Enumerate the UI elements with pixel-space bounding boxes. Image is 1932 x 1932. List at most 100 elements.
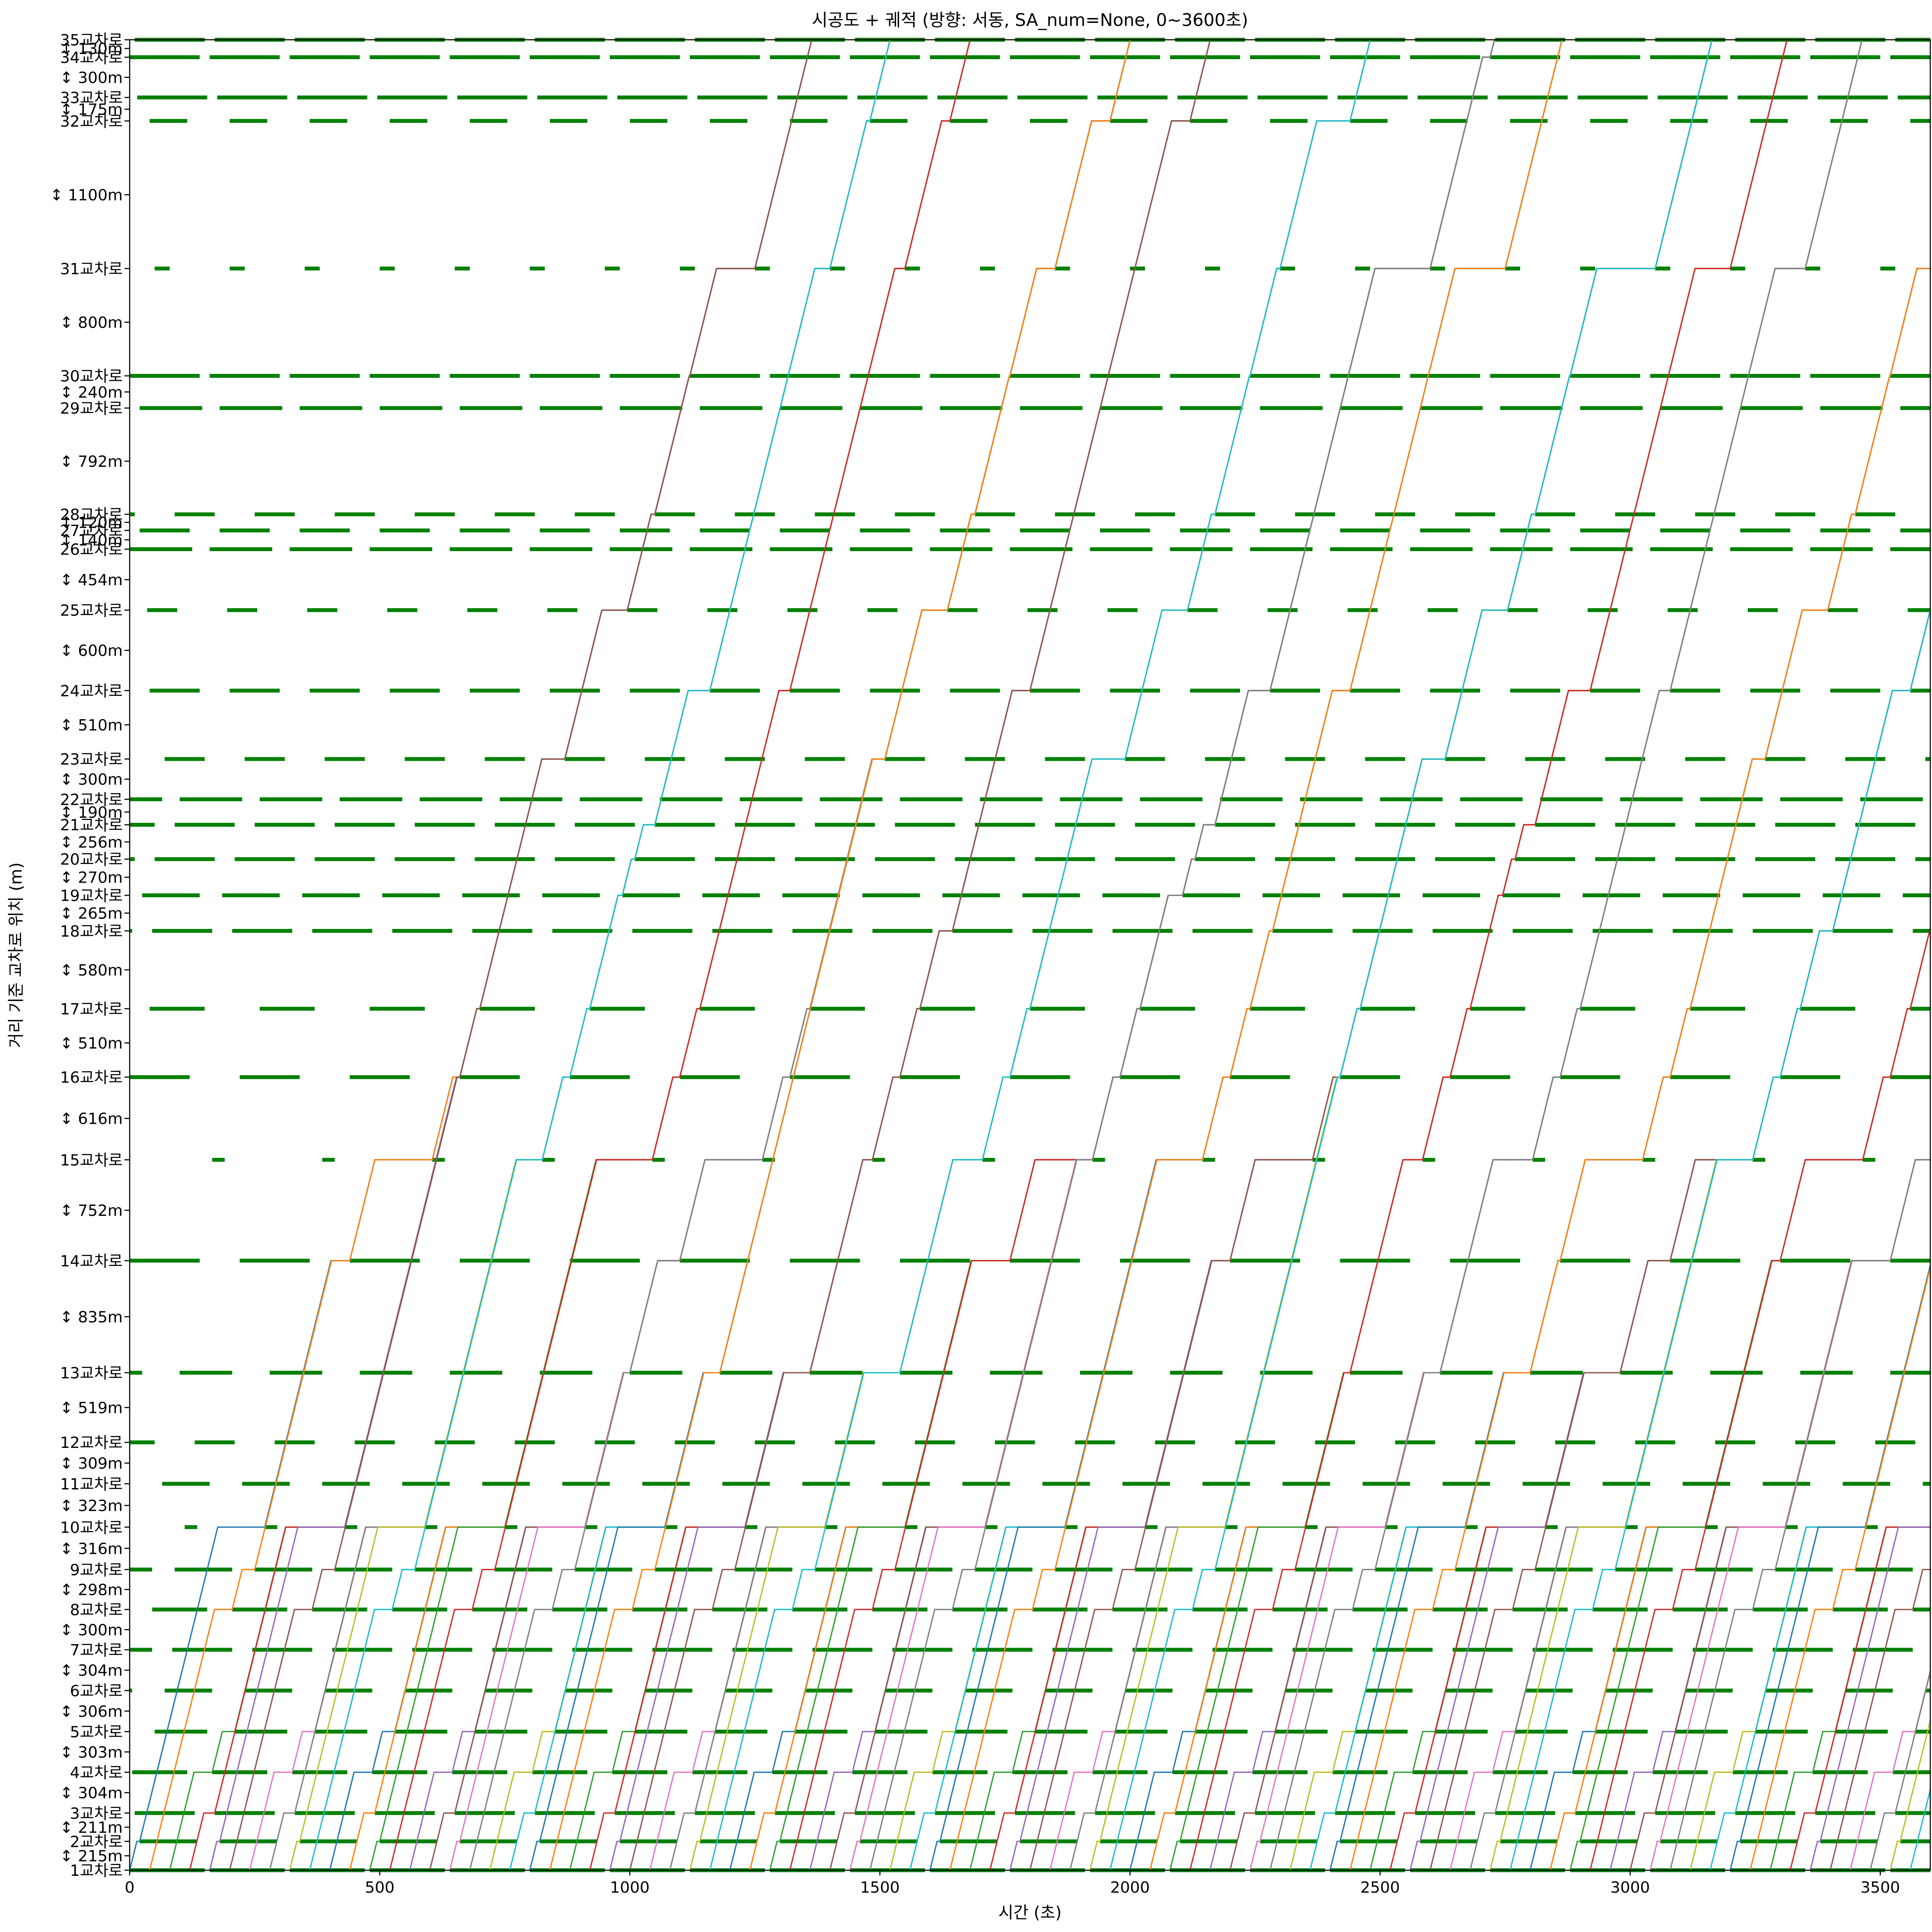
vehicle-trajectory [1769,1526,1930,1870]
vehicle-trajectory [1189,40,1788,1870]
x-tick-label: 2000 [1110,1879,1150,1897]
y-tick-label-distance: ↕ 140m [60,532,123,549]
y-tick-label-distance: ↕ 580m [60,962,123,979]
vehicle-trajectory [729,40,1495,1870]
y-tick-label-distance: ↕ 1100m [50,187,123,204]
plot-frame [129,39,1931,1871]
vehicle-trajectory [349,40,971,1870]
y-tick-label-intersection: 10교차로 [60,1519,123,1537]
y-tick-label-distance: ↕ 300m [60,771,123,789]
vehicle-trajectory [589,40,1211,1870]
y-tick-label-distance: ↕ 303m [60,1744,123,1761]
y-tick-label-distance: ↕ 510m [60,1035,123,1052]
y-tick-label-intersection: 15교차로 [60,1151,123,1169]
y-tick-label-intersection: 8교차로 [70,1601,123,1619]
y-tick-label-intersection: 16교차로 [60,1069,123,1087]
vehicle-trajectory [1649,1159,1930,1870]
y-tick-label-distance: ↕ 298m [60,1581,123,1599]
y-tick-label-distance: ↕ 616m [60,1110,123,1128]
y-tick-label-distance: ↕ 306m [60,1703,123,1721]
y-tick-label-intersection: 23교차로 [60,751,123,768]
y-tick-label-distance: ↕ 190m [60,804,123,822]
x-axis-label: 시간 (초) [998,1903,1062,1922]
vehicle-trajectory [1029,40,1713,1870]
vehicle-trajectory [1489,607,1930,1870]
y-tick-label-intersection: 18교차로 [60,923,123,940]
y-tick-label-intersection: 31교차로 [60,260,123,278]
y-tick-label-distance: ↕ 211m [60,1819,123,1837]
y-tick-label-distance: ↕ 835m [60,1308,123,1326]
vehicle-trajectory [369,40,971,1870]
vehicle-trajectory [889,40,1563,1870]
vehicle-trajectory [1109,40,1713,1870]
vehicle-trajectory [1349,268,1930,1870]
vehicle-trajectory [1809,1526,1930,1870]
y-tick-label-distance: ↕ 454m [60,571,123,589]
vehicle-trajectory [809,40,1495,1870]
vehicle-trajectory [1669,1159,1930,1870]
vehicle-trajectory [309,40,891,1870]
chart-title: 시공도 + 궤적 (방향: 서동, SA_num=None, 0~3600초) [812,10,1248,30]
x-tick-label: 3500 [1860,1879,1900,1897]
y-tick-label-intersection: 2교차로 [70,1833,123,1851]
y-tick-label-intersection: 33교차로 [60,89,123,107]
y-tick-label-intersection: 12교차로 [60,1434,123,1452]
y-tick-label-distance: ↕ 519m [60,1400,123,1417]
x-tick-label: 0 [125,1879,135,1897]
vehicle-trajectory [489,40,1131,1870]
vehicle-trajectory [1749,1265,1930,1870]
x-axis: 0 500 1000 1500 2000 2500 3000 3500 [125,1870,1900,1897]
y-tick-label-distance: ↕ 304m [60,1785,123,1802]
y-tick-label-intersection: 9교차로 [70,1561,123,1579]
y-tick-label-distance: ↕ 240m [60,384,123,402]
vehicle-trajectory [469,40,1131,1870]
y-tick-label-intersection: 25교차로 [60,602,123,620]
y-tick-label-distance: ↕ 792m [60,453,123,471]
y-tick-label-intersection: 34교차로 [60,49,123,67]
vehicle-trajectory [149,40,813,1870]
y-tick-label-intersection: 32교차로 [60,113,123,131]
vehicle-trajectory [1509,607,1930,1870]
vehicle-trajectory [1709,1262,1930,1870]
y-tick-label-intersection: 20교차로 [60,851,123,869]
trajectory-lines [130,40,1930,1870]
y-tick-label-distance: ↕ 300m [60,1621,123,1639]
vehicle-trajectory [189,40,813,1870]
vehicle-trajectory [609,40,1211,1870]
y-tick-label-intersection: 7교차로 [70,1642,123,1659]
y-tick-label-intersection: 24교차로 [60,682,123,700]
y-tick-label-distance: ↕ 600m [60,642,123,660]
vehicle-trajectory [409,40,1131,1870]
y-tick-label-intersection: 21교차로 [60,816,123,834]
x-tick-label: 1000 [610,1879,650,1897]
vehicle-trajectory [1569,925,1930,1870]
vehicle-trajectory [1289,268,1930,1870]
y-tick-label-intersection: 27교차로 [60,522,123,540]
y-tick-label-distance: ↕ 510m [60,717,123,734]
y-tick-label-distance: ↕ 300m [60,69,123,87]
x-tick-label: 2500 [1360,1879,1400,1897]
y-tick-label-distance: ↕ 309m [60,1455,123,1473]
y-tick-label-distance: ↕ 175m [60,101,123,119]
vehicle-trajectory [749,40,1495,1870]
vehicle-trajectory [1690,1262,1930,1870]
y-tick-label-distance: ↕ 265m [60,905,123,923]
vehicle-trajectory [329,40,971,1870]
vehicle-trajectory [1789,1526,1930,1870]
vehicle-trajectory [1409,607,1930,1870]
vehicle-trajectory [1889,1718,1930,1870]
vehicle-trajectory [769,40,1495,1870]
vehicle-trajectory [709,40,1371,1870]
y-tick-label-intersection: 13교차로 [60,1365,123,1382]
y-tick-label-intersection: 1교차로 [70,1862,123,1880]
vehicle-trajectory [649,40,1371,1870]
vehicle-trajectory [949,40,1563,1870]
y-tick-label-distance: ↕ 800m [60,314,123,332]
vehicle-trajectory [1269,40,1863,1870]
vehicle-trajectory [909,40,1563,1870]
vehicle-trajectory [1629,1159,1930,1870]
y-tick-label-intersection: 11교차로 [60,1476,123,1493]
y-tick-label-distance: ↕ 215m [60,1848,123,1865]
y-tick-label-distance: ↕ 304m [60,1662,123,1680]
